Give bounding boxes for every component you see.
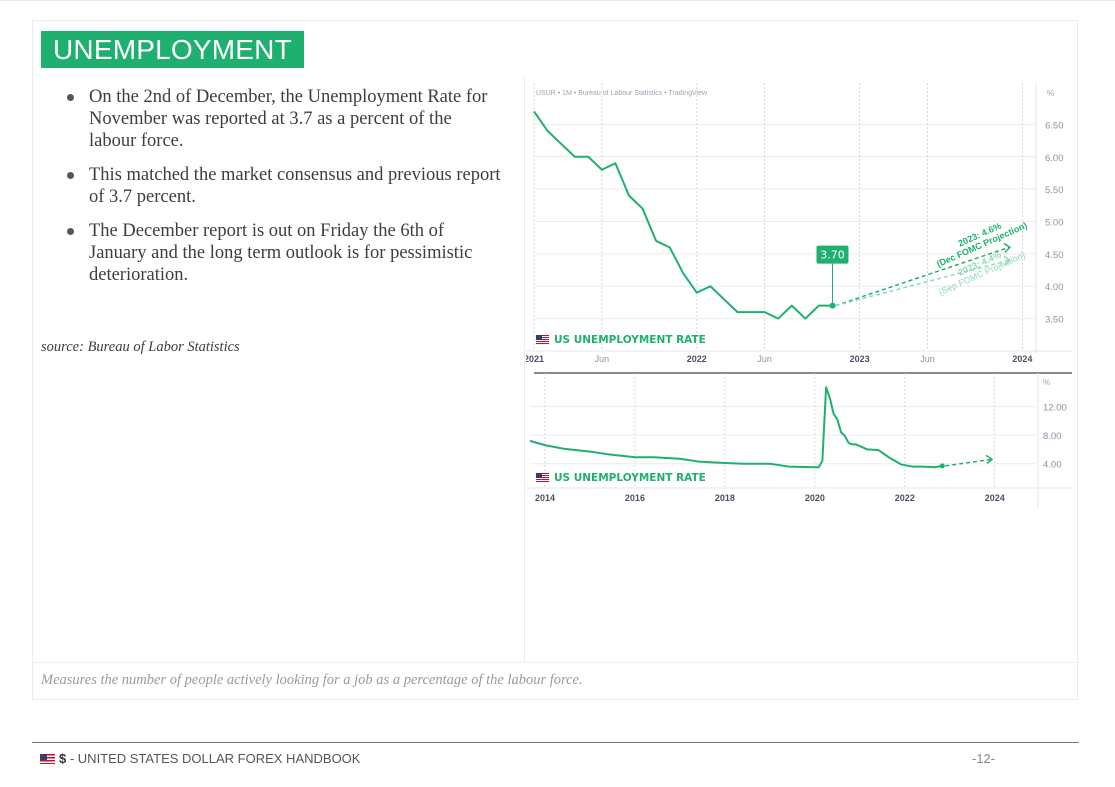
footer-divider [32, 742, 1079, 743]
y-tick-label: 12.00 [1043, 403, 1067, 414]
unemployment-chart-recent: USUR • 1M • Bureau of Labour Statistics … [526, 83, 1072, 364]
y-tick-label: 6.00 [1045, 153, 1064, 164]
footer-text: - UNITED STATES DOLLAR FOREX HANDBOOK [66, 751, 361, 766]
projection-arrow [1003, 242, 1012, 253]
x-tick-label: Jun [595, 354, 610, 364]
y-axis-unit: % [1043, 378, 1050, 387]
flag-stripe [536, 343, 549, 344]
bullet-list: On the 2nd of December, the Unemployment… [63, 86, 503, 298]
projection-line [835, 246, 1010, 307]
last-value-badge [816, 245, 849, 264]
legend-label: US UNEMPLOYMENT RATE [554, 472, 706, 484]
bullet-item: This matched the market consensus and pr… [63, 164, 503, 208]
legend-label: US UNEMPLOYMENT RATE [554, 334, 706, 346]
top-border [0, 0, 1115, 1]
x-tick-label: 2018 [715, 493, 735, 503]
page-title: UNEMPLOYMENT [41, 31, 304, 68]
projection-line [945, 458, 992, 467]
us-flag-icon [40, 754, 55, 764]
flag-stripe [536, 481, 549, 482]
flag-canton [536, 473, 542, 478]
currency-symbol: $ [59, 751, 67, 766]
last-point-marker [829, 302, 836, 309]
projection-arrow [985, 454, 994, 465]
series-line [533, 110, 833, 320]
flag-stripe [536, 335, 549, 336]
flag-canton [536, 335, 542, 340]
x-tick-label: 2024 [1012, 354, 1032, 364]
footnote: Measures the number of people actively l… [41, 672, 583, 688]
y-tick-label: 8.00 [1043, 431, 1062, 442]
x-tick-label: 2022 [687, 354, 707, 364]
chart-title: USUR • 1M • Bureau of Labour Statistics … [536, 90, 708, 97]
flag-stripe [536, 339, 549, 340]
flag-stripe [536, 477, 549, 478]
last-point-marker [939, 463, 945, 469]
y-tick-label: 3.50 [1045, 315, 1064, 326]
y-tick-label: 5.50 [1045, 185, 1064, 196]
x-tick-label: 2022 [895, 493, 915, 503]
projection-arrow [1003, 255, 1012, 266]
x-tick-label: 2024 [985, 493, 1005, 503]
source-note: source: Bureau of Labor Statistics [41, 339, 240, 355]
flag-stripe [536, 475, 549, 476]
x-tick-label: Jun [920, 354, 935, 364]
flag-stripe [536, 479, 549, 480]
projection-line [835, 259, 1010, 307]
x-tick-label: 2014 [535, 493, 555, 503]
flag-stripe [536, 341, 549, 342]
y-tick-label: 4.00 [1045, 282, 1064, 293]
last-value-label: 3.70 [820, 249, 845, 262]
x-tick-label: 2023 [850, 354, 870, 364]
footer-title: $ - UNITED STATES DOLLAR FOREX HANDBOOK [40, 751, 360, 766]
unemployment-chart-longterm: % 12.00 8.00 4.00 2014 2016 2018 2020 2022 2024 US… [526, 372, 1072, 508]
flag-stripe [536, 337, 549, 338]
bullet-item: The December report is out on Friday the… [63, 220, 503, 286]
bullet-item: On the 2nd of December, the Unemployment… [63, 86, 503, 152]
content-card: UNEMPLOYMENT On the 2nd of December, the… [32, 20, 1078, 700]
x-tick-label: Jun [757, 354, 772, 364]
y-axis-unit: % [1047, 89, 1054, 98]
y-tick-label: 6.50 [1045, 120, 1064, 131]
series-line [529, 386, 943, 469]
column-divider [524, 76, 525, 662]
y-tick-label: 5.00 [1045, 218, 1064, 229]
y-tick-label: 4.50 [1045, 250, 1064, 261]
flag-stripe [536, 473, 549, 474]
page-number: -12- [972, 751, 996, 766]
x-tick-label: 2016 [625, 493, 645, 503]
y-tick-label: 4.00 [1043, 460, 1062, 471]
x-tick-label: 2021 [526, 354, 544, 364]
x-tick-label: 2020 [805, 493, 825, 503]
footnote-divider [33, 662, 1077, 663]
